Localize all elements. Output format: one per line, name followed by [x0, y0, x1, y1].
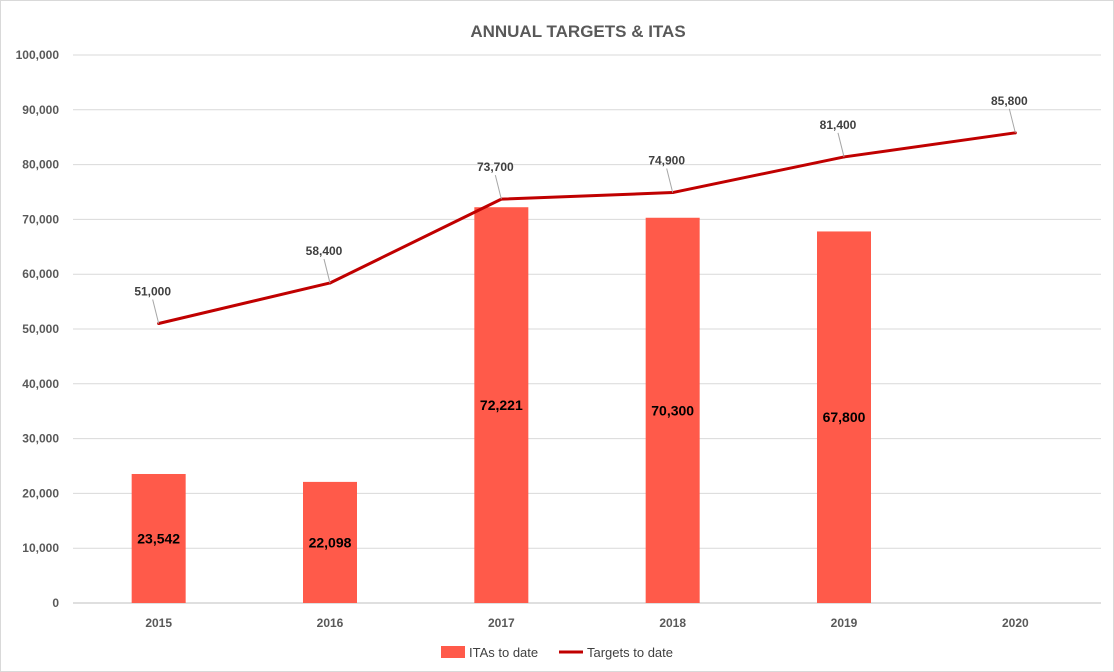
x-tick-label: 2020 — [1002, 616, 1029, 630]
leader-line — [1008, 108, 1016, 133]
y-tick-label: 0 — [52, 596, 59, 610]
chart-title: ANNUAL TARGETS & ITAS — [470, 22, 685, 41]
y-tick-label: 90,000 — [22, 103, 59, 117]
x-axis: 2015 2016 2017 2018 2019 2020 — [145, 616, 1029, 630]
y-tick-label: 20,000 — [22, 486, 59, 500]
y-axis: 0 10,000 20,000 30,000 40,000 50,000 60,000 70,… — [16, 48, 60, 610]
line-data-label: 81,400 — [820, 118, 857, 132]
y-tick-label: 60,000 — [22, 267, 59, 281]
legend: ITAs to date Targets to date — [441, 645, 673, 660]
bar-2015 — [131, 473, 186, 603]
x-tick-label: 2019 — [831, 616, 858, 630]
y-tick-label: 80,000 — [22, 158, 59, 172]
x-tick-label: 2017 — [488, 616, 515, 630]
y-tick-label: 100,000 — [16, 48, 60, 62]
bar-data-label: 23,542 — [137, 530, 180, 546]
legend-swatch-itas — [441, 646, 465, 658]
legend-label-itas: ITAs to date — [469, 645, 538, 660]
line-series: 51,000 58,400 73,700 74,900 81,400 85,800 — [134, 94, 1028, 326]
bar-2017 — [474, 207, 529, 603]
bar-2016 — [303, 481, 357, 603]
line-data-label: 58,400 — [306, 244, 343, 258]
y-tick-label: 70,000 — [22, 212, 59, 226]
line-data-label: 73,700 — [477, 160, 514, 174]
y-tick-label: 30,000 — [22, 432, 59, 446]
bar-data-label: 22,098 — [309, 534, 352, 550]
bar-data-label: 67,800 — [823, 409, 866, 425]
gridlines — [73, 54, 1101, 604]
bar-series: 23,542 22,098 72,221 70,300 67,800 — [131, 207, 871, 604]
bar-data-label: 72,221 — [480, 397, 523, 413]
leader-line — [666, 168, 674, 193]
y-tick-label: 10,000 — [22, 541, 59, 555]
y-tick-label: 50,000 — [22, 322, 59, 336]
targets-line — [158, 131, 1016, 325]
x-tick-label: 2016 — [317, 616, 344, 630]
bar-2018 — [645, 217, 700, 604]
bar-data-label: 70,300 — [651, 402, 694, 418]
x-tick-label: 2018 — [659, 616, 686, 630]
x-tick-label: 2015 — [145, 616, 172, 630]
line-data-label: 51,000 — [134, 285, 171, 299]
bar-2019 — [817, 231, 871, 603]
leader-line — [837, 132, 845, 158]
legend-label-targets: Targets to date — [587, 645, 673, 660]
leader-line — [323, 258, 331, 284]
line-data-label: 74,900 — [648, 154, 685, 168]
leader-line — [494, 175, 502, 200]
y-tick-label: 40,000 — [22, 377, 59, 391]
line-data-label: 85,800 — [991, 94, 1028, 108]
leader-line — [152, 299, 160, 324]
